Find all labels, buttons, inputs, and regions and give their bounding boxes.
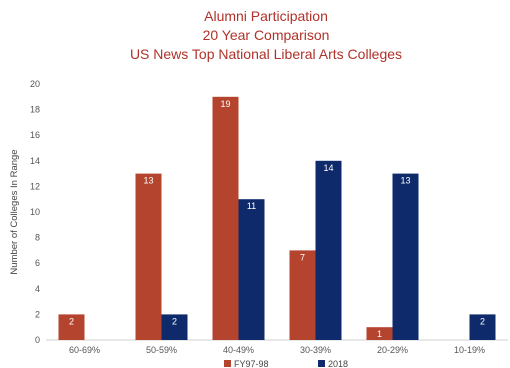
- bar-2018-40-49: [238, 199, 265, 340]
- x-tick-label: 30-39%: [300, 345, 331, 355]
- data-label: 19: [220, 99, 230, 109]
- bar-fy97-98-50-59: [135, 173, 162, 340]
- bar-fy97-98-40-49: [212, 96, 239, 340]
- bar-2018-30-39: [315, 160, 342, 340]
- y-tick-label: 6: [35, 258, 40, 268]
- bar-fy97-98-20-29: [366, 327, 393, 340]
- x-tick-label: 10-19%: [454, 345, 485, 355]
- legend: FY97-98 2018: [224, 359, 348, 368]
- y-tick-label: 4: [35, 284, 40, 294]
- x-tick-label: 60-69%: [69, 345, 100, 355]
- legend-label: FY97-98: [234, 359, 269, 368]
- y-axis-label: Number of Colleges In Range: [9, 149, 20, 274]
- data-label: 14: [323, 163, 333, 173]
- legend-label: 2018: [328, 359, 348, 368]
- title-line-3: US News Top National Liberal Arts Colleg…: [130, 46, 402, 62]
- y-tick-label: 18: [30, 105, 40, 115]
- y-tick-label: 2: [35, 309, 40, 319]
- data-label: 1: [377, 329, 382, 339]
- data-label: 2: [480, 316, 485, 326]
- data-label: 2: [172, 316, 177, 326]
- y-tick-label: 0: [35, 335, 40, 345]
- y-tick-label: 16: [30, 130, 40, 140]
- title-line-2: 20 Year Comparison: [203, 27, 330, 43]
- y-axis-ticks: 0 2 4 6 8 10 12 14 16 18 20: [30, 79, 40, 345]
- data-label: 7: [300, 252, 305, 262]
- x-axis-ticks: 60-69% 50-59% 40-49% 30-39% 20-29% 10-19%: [69, 345, 485, 355]
- bar-2018-10-19: [469, 314, 496, 340]
- y-tick-label: 10: [30, 207, 40, 217]
- data-label: 13: [400, 176, 410, 186]
- y-tick-label: 14: [30, 156, 40, 166]
- x-tick-label: 40-49%: [223, 345, 254, 355]
- legend-swatch: [224, 360, 231, 367]
- x-tick-label: 50-59%: [146, 345, 177, 355]
- chart-title: Alumni Participation 20 Year Comparison …: [130, 8, 402, 62]
- x-tick-label: 20-29%: [377, 345, 408, 355]
- bar-2018-50-59: [161, 314, 188, 340]
- bar-fy97-98-30-39: [289, 250, 316, 340]
- bars: 2 13 2 19 11 7 14 1 13 2: [58, 96, 496, 340]
- y-tick-label: 8: [35, 233, 40, 243]
- data-label: 11: [247, 201, 256, 211]
- legend-swatch: [318, 360, 325, 367]
- y-tick-label: 12: [30, 181, 40, 191]
- data-label: 2: [69, 316, 74, 326]
- bar-fy97-98-60-69: [58, 314, 85, 340]
- data-label: 13: [143, 176, 153, 186]
- bar-2018-20-29: [392, 173, 419, 340]
- y-tick-label: 20: [30, 79, 40, 89]
- title-line-1: Alumni Participation: [204, 8, 328, 24]
